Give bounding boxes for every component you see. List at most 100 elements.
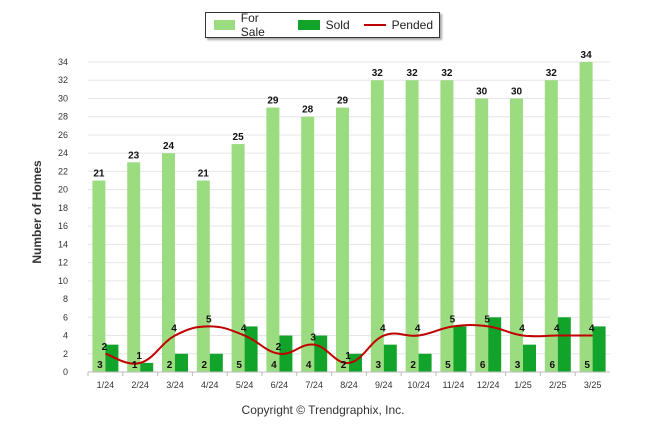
label-for-sale: 30: [476, 86, 488, 97]
label-pended: 5: [484, 314, 490, 325]
y-tick-label: 28: [58, 112, 68, 122]
label-for-sale: 32: [372, 68, 384, 79]
label-pended: 4: [415, 324, 421, 335]
bar-for-sale: [196, 180, 210, 372]
bar-sold: [105, 344, 119, 372]
label-sold: 3: [515, 360, 521, 371]
label-sold: 2: [341, 360, 347, 371]
label-for-sale: 30: [511, 86, 523, 97]
bar-for-sale: [544, 80, 558, 372]
x-tick-label: 3/24: [166, 380, 184, 390]
y-tick-label: 2: [63, 349, 68, 359]
y-axis-title: Number of Homes: [30, 160, 44, 264]
label-sold: 2: [202, 360, 208, 371]
label-for-sale: 24: [163, 141, 175, 152]
bar-for-sale: [370, 80, 384, 372]
bar-for-sale: [405, 80, 419, 372]
bar-sold: [557, 317, 571, 372]
label-for-sale: 29: [267, 96, 279, 107]
x-tick-label: 2/24: [131, 380, 149, 390]
label-sold: 2: [410, 360, 416, 371]
label-pended: 4: [589, 324, 595, 335]
copyright-text: Copyright © Trendgraphix, Inc.: [241, 403, 405, 417]
label-sold: 3: [376, 360, 382, 371]
y-tick-label: 16: [58, 221, 68, 231]
label-sold: 6: [550, 360, 556, 371]
bar-for-sale: [266, 107, 280, 373]
y-tick-label: 6: [63, 312, 68, 322]
sold-swatch: [297, 20, 320, 30]
y-tick-label: 24: [58, 148, 68, 158]
pended-line-path: [105, 324, 593, 365]
legend-label-for-sale: For Sale: [240, 11, 265, 39]
label-pended: 5: [450, 314, 456, 325]
y-tick-label: 8: [63, 294, 68, 304]
y-tick-label: 12: [58, 258, 68, 268]
label-pended: 2: [102, 342, 108, 353]
label-sold: 3: [97, 360, 103, 371]
bar-for-sale: [440, 80, 454, 372]
bar-sold: [244, 326, 258, 372]
pended-swatch: [363, 24, 386, 26]
label-for-sale: 34: [581, 50, 593, 61]
x-tick-label: 6/24: [271, 380, 289, 390]
x-tick-label: 5/24: [236, 380, 254, 390]
x-tick-label: 2/25: [549, 380, 567, 390]
label-pended: 1: [345, 351, 351, 362]
y-tick-label: 10: [58, 276, 68, 286]
x-tick-label: 11/24: [442, 380, 464, 390]
label-sold: 5: [584, 360, 590, 371]
y-tick-label: 0: [63, 367, 68, 377]
bar-for-sale: [92, 180, 106, 372]
bar-for-sale: [301, 116, 315, 373]
bar-sold: [140, 362, 154, 372]
label-pended: 4: [380, 324, 386, 335]
legend: For Sale Sold Pended: [205, 11, 440, 39]
label-for-sale: 32: [407, 68, 419, 79]
y-tick-label: 32: [58, 75, 68, 85]
bar-sold: [523, 344, 536, 372]
label-for-sale: 21: [198, 169, 210, 180]
pended-line: [105, 324, 593, 365]
bar-for-sale: [336, 107, 349, 373]
x-tick-label: 8/24: [340, 380, 358, 390]
label-pended: 5: [206, 314, 212, 325]
data-labels: 2132231124242125255429422843292132343224…: [93, 50, 594, 371]
label-pended: 1: [136, 351, 142, 362]
y-tick-label: 30: [58, 93, 68, 103]
y-tick-label: 18: [58, 203, 68, 213]
label-sold: 1: [132, 360, 138, 371]
label-for-sale: 32: [441, 68, 453, 79]
legend-label-pended: Pended: [391, 18, 433, 32]
x-tick-label: 9/24: [375, 380, 393, 390]
bar-sold: [453, 326, 467, 372]
bars: [92, 62, 606, 373]
y-tick-label: 34: [58, 57, 68, 67]
label-for-sale: 23: [128, 150, 140, 161]
legend-item-sold[interactable]: Sold: [297, 18, 350, 32]
x-axis: 1/24 2/24 3/24 4/24 5/24 6/24 7/24 8/24 9/24 10/2…: [87, 371, 610, 390]
label-sold: 2: [167, 360, 173, 371]
bar-sold: [175, 353, 188, 372]
label-for-sale: 28: [302, 105, 314, 116]
bar-for-sale: [127, 162, 141, 372]
label-pended: 4: [519, 324, 525, 335]
legend-item-pended[interactable]: Pended: [363, 18, 433, 32]
x-tick-label: 10/24: [407, 380, 430, 390]
legend-label-sold: Sold: [325, 18, 350, 32]
label-pended: 4: [241, 324, 247, 335]
x-tick-label: 1/25: [514, 380, 532, 390]
label-pended: 4: [554, 324, 560, 335]
for-sale-swatch: [214, 20, 235, 30]
bar-for-sale: [162, 153, 175, 372]
label-sold: 5: [236, 360, 242, 371]
label-sold: 5: [445, 360, 451, 371]
bar-sold: [383, 344, 397, 372]
legend-item-for-sale[interactable]: For Sale: [214, 11, 284, 39]
label-pended: 4: [171, 324, 177, 335]
x-tick-label: 4/24: [201, 380, 219, 390]
y-tick-label: 26: [58, 130, 68, 140]
label-for-sale: 29: [337, 96, 349, 107]
